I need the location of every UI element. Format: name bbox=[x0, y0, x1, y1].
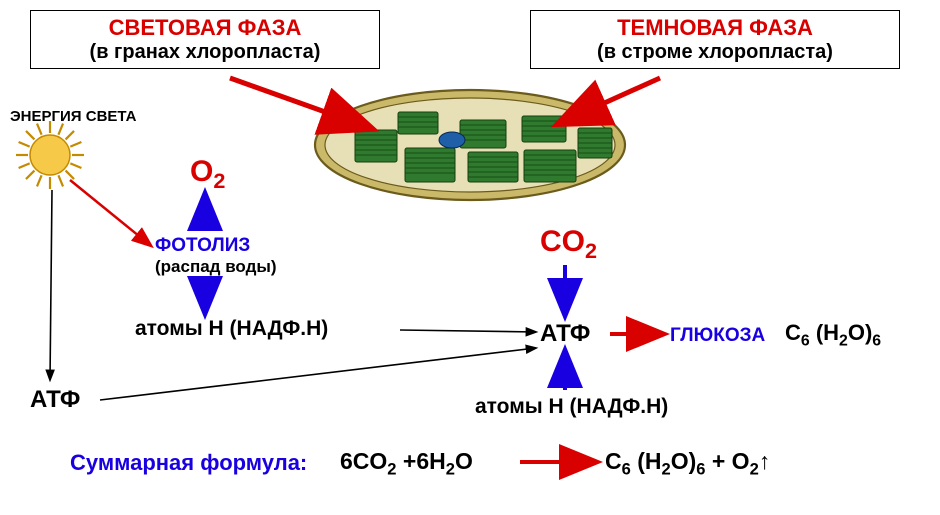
formula-right: C6 (H2O)6 + O2↑ bbox=[605, 448, 770, 480]
energy-label: ЭНЕРГИЯ СВЕТА bbox=[10, 108, 136, 125]
glucose-word: ГЛЮКОЗА bbox=[670, 325, 765, 347]
atp-2: АТФ bbox=[540, 320, 590, 348]
sun-to-atp bbox=[50, 190, 52, 380]
dark-to-stroma bbox=[560, 78, 660, 123]
dark-phase-title: ТЕМНОВАЯ ФАЗА bbox=[541, 15, 889, 41]
H1-to-atp2 bbox=[400, 330, 536, 332]
atoms-h-1: атомы Н (НАДФ.Н) bbox=[135, 317, 328, 341]
sun-to-photolysis bbox=[70, 180, 150, 245]
formula-left: 6CO2 +6H2O bbox=[340, 448, 473, 480]
light-phase-box: СВЕТОВАЯ ФАЗА (в гранах хлоропласта) bbox=[30, 10, 380, 69]
sun-icon bbox=[16, 121, 84, 189]
chloroplast-icon bbox=[315, 90, 625, 200]
formula-label: Суммарная формула: bbox=[70, 450, 307, 476]
dark-phase-sub: (в строме хлоропласта) bbox=[541, 41, 889, 64]
atoms-h-2: атомы Н (НАДФ.Н) bbox=[475, 395, 668, 419]
o2-label: O2 bbox=[190, 155, 225, 194]
photolysis-sub: (распад воды) bbox=[155, 257, 277, 277]
atp-1: АТФ bbox=[30, 386, 80, 414]
dark-phase-box: ТЕМНОВАЯ ФАЗА (в строме хлоропласта) bbox=[530, 10, 900, 69]
photolysis-title: ФОТОЛИЗ bbox=[155, 235, 250, 257]
light-to-grana bbox=[230, 78, 370, 128]
light-phase-title: СВЕТОВАЯ ФАЗА bbox=[41, 15, 369, 41]
glucose-formula: C6 (H2O)6 bbox=[785, 320, 881, 350]
co2-label: CO2 bbox=[540, 225, 597, 264]
atp1-to-atp2 bbox=[100, 348, 536, 400]
diagram-svg bbox=[0, 0, 940, 515]
light-phase-sub: (в гранах хлоропласта) bbox=[41, 41, 369, 64]
